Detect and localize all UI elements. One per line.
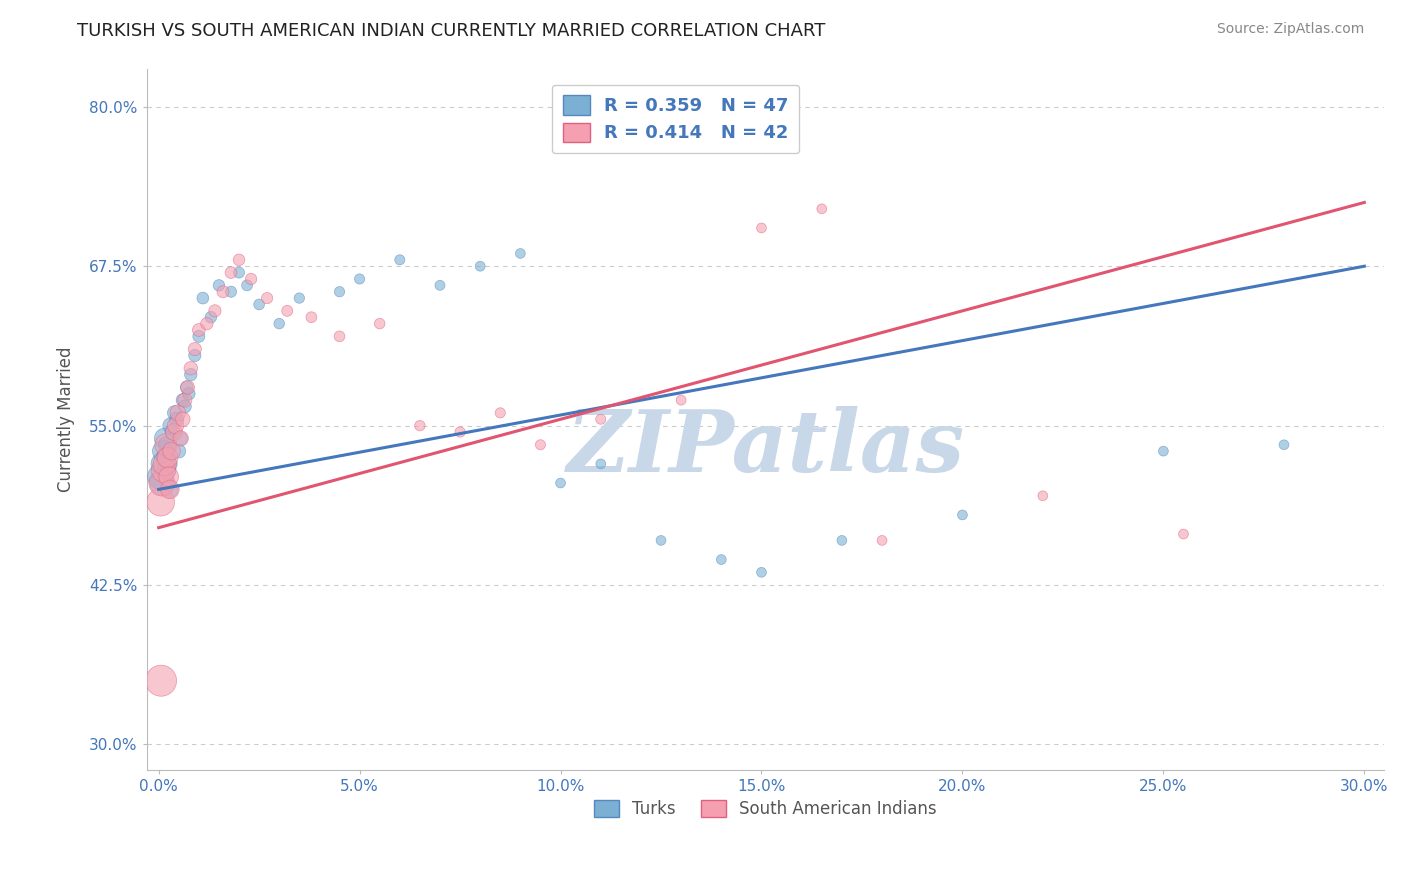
Point	[176, 380, 198, 394]
Point	[156, 450, 179, 465]
Point	[173, 393, 195, 408]
Text: Source: ZipAtlas.com: Source: ZipAtlas.com	[1216, 22, 1364, 37]
Point	[172, 412, 194, 426]
Point	[328, 329, 350, 343]
Point	[240, 272, 263, 286]
Point	[1272, 438, 1295, 452]
Point	[247, 297, 270, 311]
Point	[204, 303, 226, 318]
Point	[159, 483, 181, 497]
Point	[187, 323, 209, 337]
Point	[162, 425, 184, 439]
Point	[173, 400, 195, 414]
Point	[409, 418, 432, 433]
Point	[152, 463, 174, 477]
Point	[159, 418, 181, 433]
Point	[177, 386, 200, 401]
Point	[155, 438, 177, 452]
Point	[1152, 444, 1174, 458]
Point	[149, 469, 172, 483]
Point	[157, 469, 180, 483]
Point	[751, 221, 773, 235]
Point	[180, 368, 202, 382]
Point	[710, 552, 733, 566]
Y-axis label: Currently Married: Currently Married	[58, 346, 75, 492]
Point	[156, 463, 179, 477]
Point	[153, 431, 176, 445]
Text: ZIPatlas: ZIPatlas	[567, 406, 965, 489]
Point	[212, 285, 235, 299]
Point	[167, 444, 190, 458]
Point	[208, 278, 231, 293]
Point	[328, 285, 350, 299]
Point	[509, 246, 531, 260]
Point	[650, 533, 672, 548]
Point	[219, 266, 242, 280]
Legend: Turks, South American Indians: Turks, South American Indians	[588, 793, 943, 825]
Point	[870, 533, 893, 548]
Point	[1032, 489, 1054, 503]
Point	[191, 291, 214, 305]
Point	[349, 272, 371, 286]
Point	[669, 393, 692, 408]
Point	[163, 406, 186, 420]
Point	[159, 483, 181, 497]
Point	[589, 412, 612, 426]
Point	[589, 457, 612, 471]
Point	[170, 431, 193, 445]
Point	[449, 425, 471, 439]
Point	[195, 317, 218, 331]
Point	[167, 406, 190, 420]
Point	[160, 444, 183, 458]
Point	[429, 278, 451, 293]
Point	[170, 431, 193, 445]
Point	[184, 342, 207, 356]
Point	[269, 317, 291, 331]
Point	[187, 329, 209, 343]
Point	[153, 457, 176, 471]
Point	[184, 349, 207, 363]
Point	[529, 438, 551, 452]
Point	[299, 310, 322, 325]
Point	[550, 476, 572, 491]
Point	[165, 418, 187, 433]
Point	[150, 476, 173, 491]
Point	[219, 285, 242, 299]
Point	[276, 303, 298, 318]
Point	[156, 438, 179, 452]
Point	[200, 310, 222, 325]
Point	[163, 425, 186, 439]
Point	[155, 450, 177, 465]
Point	[152, 457, 174, 471]
Point	[150, 476, 173, 491]
Point	[166, 412, 188, 426]
Point	[1173, 527, 1195, 541]
Point	[157, 457, 180, 471]
Point	[751, 566, 773, 580]
Point	[489, 406, 512, 420]
Point	[256, 291, 278, 305]
Point	[952, 508, 974, 522]
Point	[176, 380, 198, 394]
Point	[831, 533, 853, 548]
Point	[172, 393, 194, 408]
Point	[810, 202, 832, 216]
Point	[228, 266, 250, 280]
Point	[228, 252, 250, 267]
Point	[368, 317, 391, 331]
Text: TURKISH VS SOUTH AMERICAN INDIAN CURRENTLY MARRIED CORRELATION CHART: TURKISH VS SOUTH AMERICAN INDIAN CURRENT…	[77, 22, 825, 40]
Point	[149, 495, 172, 509]
Point	[236, 278, 259, 293]
Point	[180, 361, 202, 376]
Point	[470, 259, 492, 273]
Point	[152, 444, 174, 458]
Point	[150, 673, 173, 688]
Point	[388, 252, 411, 267]
Point	[288, 291, 311, 305]
